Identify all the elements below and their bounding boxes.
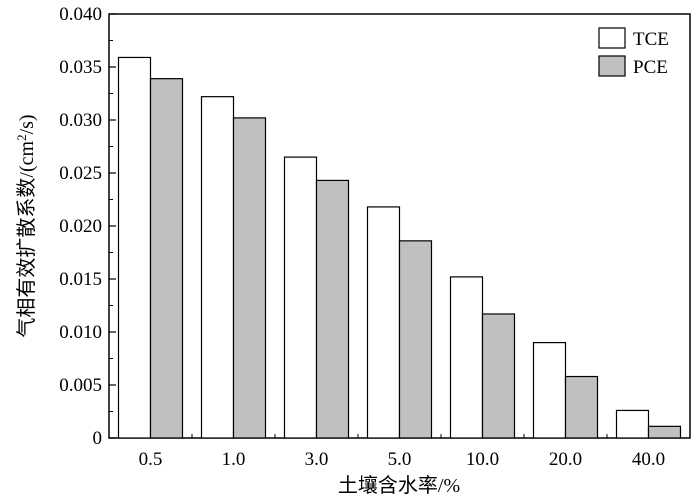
legend-swatch-tce xyxy=(598,27,626,49)
legend: TCE PCE xyxy=(598,27,669,78)
x-tick-label: 5.0 xyxy=(388,449,412,470)
bar-pce xyxy=(481,313,516,439)
bar-tce xyxy=(449,276,484,439)
y-tick-label: 0.010 xyxy=(59,322,102,343)
y-tick-label: 0.015 xyxy=(59,269,102,290)
legend-label-pce: PCE xyxy=(633,57,668,78)
y-axis-title: 气相有效扩散系数/(cm2/s) xyxy=(14,114,38,337)
x-axis-ticks: 0.5 1.0 3.0 5.0 10.0 20.0 40.0 xyxy=(139,432,665,470)
y-tick-label: 0.020 xyxy=(59,216,102,237)
bar-pce xyxy=(647,425,682,439)
bar-tce xyxy=(200,96,235,439)
legend-swatch-pce xyxy=(598,55,626,77)
bars xyxy=(117,56,682,439)
y-tick-label: 0.040 xyxy=(59,4,102,25)
bar-tce xyxy=(283,156,318,439)
x-tick-label: 0.5 xyxy=(139,449,163,470)
bar-tce xyxy=(117,56,152,439)
bar-pce xyxy=(398,240,433,439)
x-tick-label: 40.0 xyxy=(632,449,665,470)
y-axis-title-superscript: 2 xyxy=(14,134,29,141)
x-tick-label: 20.0 xyxy=(549,449,582,470)
bar-pce xyxy=(232,117,267,439)
bar-pce xyxy=(315,179,350,439)
y-axis-title-main: 气相有效扩散系数/(cm xyxy=(15,140,38,337)
bar-pce xyxy=(149,78,184,439)
y-axis-ticks: 0 0.005 0.010 0.015 0.020 0.025 0.030 0.035 0.04… xyxy=(59,4,116,449)
x-tick-label: 10.0 xyxy=(466,449,499,470)
y-tick-label: 0.005 xyxy=(59,375,102,396)
y-tick-label: 0.035 xyxy=(59,57,102,78)
x-tick-label: 3.0 xyxy=(305,449,329,470)
bar-pce xyxy=(564,375,599,439)
y-axis-title-tail: /s) xyxy=(16,114,38,134)
y-tick-label: 0 xyxy=(93,428,103,449)
bar-tce xyxy=(366,206,401,439)
y-tick-label: 0.030 xyxy=(59,110,102,131)
x-axis-title: 土壤含水率/% xyxy=(338,474,460,497)
bar-tce xyxy=(532,342,567,439)
x-tick-label: 1.0 xyxy=(222,449,246,470)
legend-label-tce: TCE xyxy=(633,29,669,50)
y-tick-label: 0.025 xyxy=(59,163,102,184)
bar-tce xyxy=(615,409,650,439)
